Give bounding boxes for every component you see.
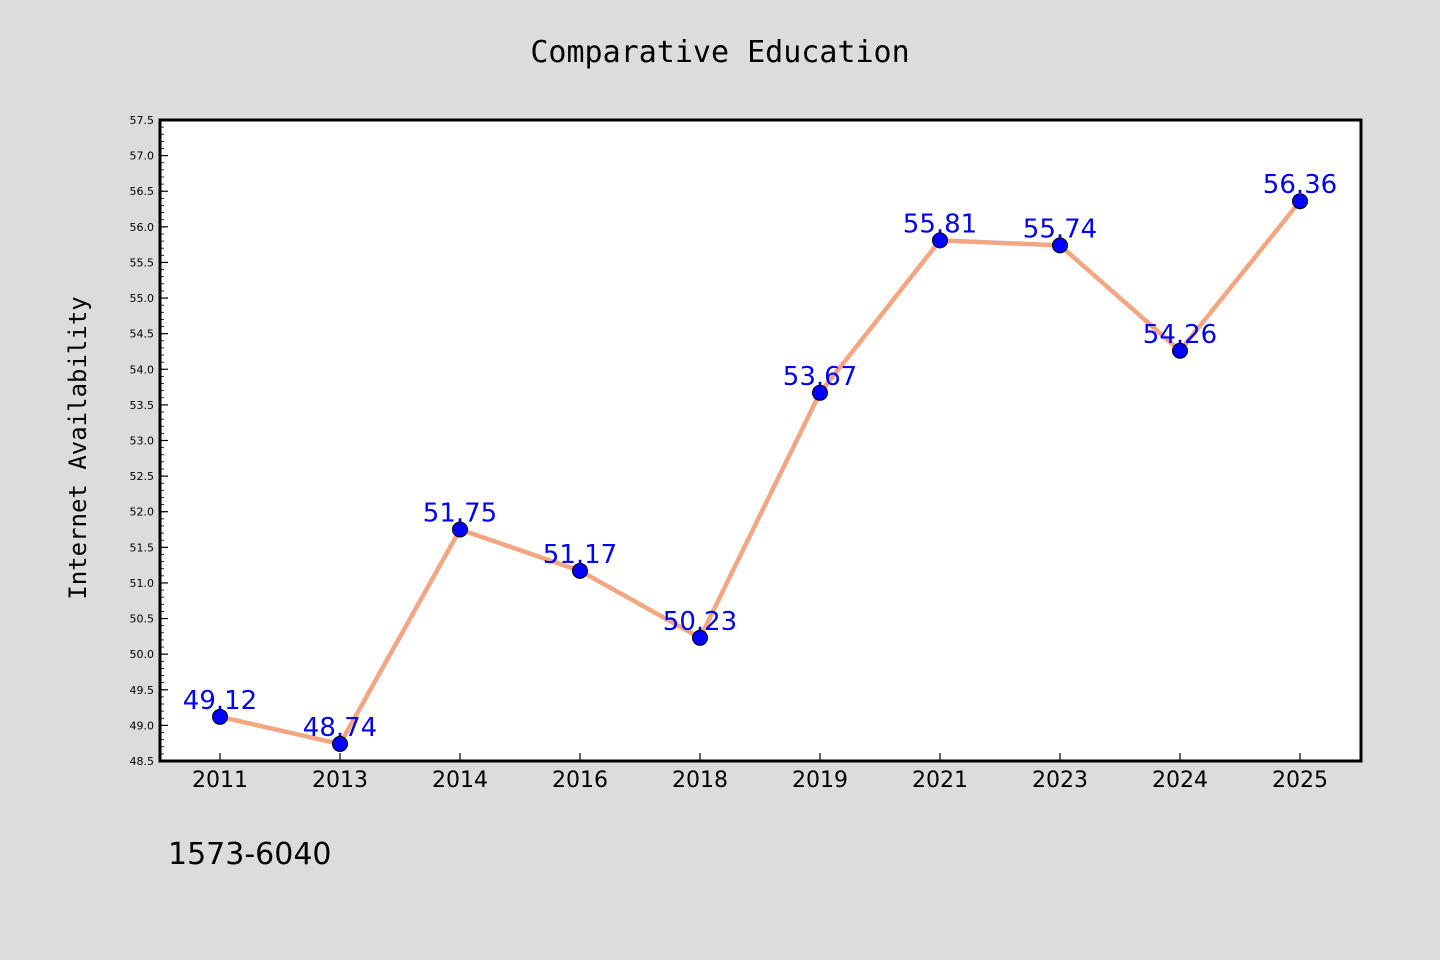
- y-tick-label: 49.0: [130, 719, 155, 732]
- y-tick-label: 53.0: [130, 435, 155, 448]
- x-tick-label: 2018: [672, 768, 728, 793]
- y-tick-label: 50.0: [130, 648, 155, 661]
- y-tick-label: 56.0: [130, 221, 155, 234]
- footer-text: 1573-6040: [168, 837, 332, 872]
- data-point: [1052, 237, 1068, 254]
- data-point: [572, 562, 588, 579]
- data-label: 48.74: [303, 713, 377, 743]
- data-point: [1172, 342, 1188, 359]
- y-tick-label: 55.0: [130, 292, 155, 305]
- data-point: [452, 521, 468, 538]
- data-point: [1292, 193, 1308, 210]
- x-tick-label: 2021: [912, 768, 968, 793]
- y-tick-label: 53.5: [130, 399, 155, 412]
- data-label: 50.23: [663, 607, 737, 637]
- y-tick-label: 54.0: [130, 363, 155, 376]
- x-tick-label: 2016: [552, 768, 608, 793]
- chart-title: Comparative Education: [530, 35, 909, 70]
- data-label: 54.26: [1143, 320, 1217, 350]
- y-tick-label: 48.5: [130, 755, 155, 768]
- data-point: [212, 708, 228, 725]
- data-point: [932, 232, 948, 249]
- x-tick-label: 2023: [1032, 768, 1088, 793]
- y-tick-label: 54.5: [130, 328, 155, 341]
- data-label: 51.17: [543, 540, 617, 570]
- series-markers: [212, 193, 1308, 752]
- data-labels: 49.12 48.74 51.75 51.17 50.23 53.67 55.81 55.74…: [183, 170, 1337, 743]
- y-tick-label: 49.5: [130, 684, 155, 697]
- y-tick-label: 51.0: [130, 577, 155, 590]
- y-tick-label: 57.5: [130, 114, 155, 127]
- y-tick-label: 52.5: [130, 470, 155, 483]
- data-point: [692, 629, 708, 646]
- series-line: [217, 198, 1303, 747]
- x-tick-label: 2011: [192, 768, 248, 793]
- data-label: 51.75: [423, 499, 497, 529]
- data-label: 55.74: [1023, 214, 1097, 244]
- x-tick-label: 2013: [312, 768, 368, 793]
- x-tick-label: 2025: [1272, 768, 1328, 793]
- y-tick-label: 52.0: [130, 506, 155, 519]
- y-tick-label: 55.5: [130, 256, 155, 269]
- plot-area: [160, 120, 1361, 761]
- data-label: 49.12: [183, 686, 257, 716]
- x-tick-label: 2014: [432, 768, 488, 793]
- x-tick-label: 2019: [792, 768, 848, 793]
- x-tick-label: 2024: [1152, 768, 1208, 793]
- y-tick-label: 50.5: [130, 613, 155, 626]
- x-axis: 2011 2013 2014 2016 2018 2019 2021 2023 2024 2025: [192, 753, 1328, 793]
- data-label: 56.36: [1263, 170, 1337, 200]
- data-label: 55.81: [903, 209, 977, 239]
- y-tick-label: 57.0: [130, 150, 155, 163]
- data-label: 53.67: [783, 362, 857, 392]
- plot-frame: [158, 118, 1363, 763]
- y-tick-label: 56.5: [130, 185, 155, 198]
- data-point: [812, 384, 828, 401]
- y-tick-label: 51.5: [130, 541, 155, 554]
- y-axis-label: Internet Availability: [64, 296, 92, 599]
- data-point: [332, 735, 348, 752]
